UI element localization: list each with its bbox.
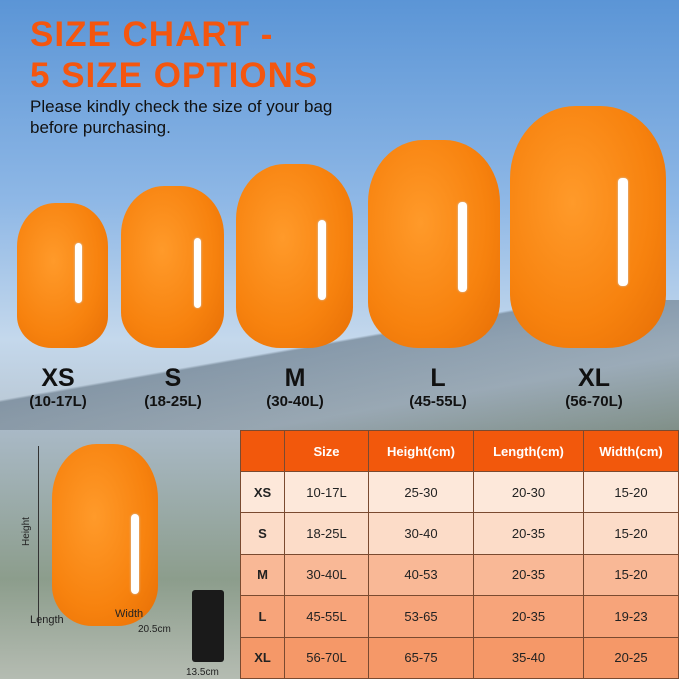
size-label-s: S (18-25L) [144, 364, 202, 410]
size-label-l: L (45-55L) [409, 364, 467, 410]
table-row: XS 10-17L 25-30 20-30 15-20 [240, 470, 679, 514]
size-label-m: M (30-40L) [266, 364, 324, 410]
col-length: Length(cm) [473, 430, 584, 472]
storage-pouch [192, 590, 224, 662]
page-title: SIZE CHART -5 SIZE OPTIONS [30, 15, 319, 95]
table-row: S 18-25L 30-40 20-35 15-20 [240, 512, 679, 555]
col-width: Width(cm) [583, 430, 679, 472]
subtitle: Please kindly check the size of your bag… [30, 97, 333, 137]
bag-s [121, 186, 224, 348]
table-row: L 45-55L 53-65 20-35 19-23 [240, 595, 679, 638]
pouch-height-label: 20.5cm [138, 624, 171, 635]
pouch-width-label: 13.5cm [186, 667, 219, 678]
col-size: Size [284, 430, 369, 472]
bag-xs [17, 203, 108, 348]
bag-l [368, 140, 500, 348]
height-label: Height [20, 517, 32, 546]
size-label-xl: XL (56-70L) [565, 364, 623, 410]
size-label-xs: XS (10-17L) [29, 364, 87, 410]
table-row: XL 56-70L 65-75 35-40 20-25 [240, 636, 679, 679]
width-label: Width [115, 608, 144, 620]
col-height: Height(cm) [368, 430, 474, 472]
table-row: M 30-40L 40-53 20-35 15-20 [240, 553, 679, 597]
size-table: Size Height(cm) Length(cm) Width(cm) XS 10-1… [240, 430, 679, 679]
length-label: Length [30, 614, 64, 626]
dimension-diagram: Height Length Width 20.5cm 13.5cm [0, 430, 240, 679]
table-header: Size Height(cm) Length(cm) Width(cm) [240, 430, 679, 472]
bag-xl [510, 106, 666, 348]
bag-diagram [52, 444, 158, 626]
bag-m [236, 164, 353, 348]
